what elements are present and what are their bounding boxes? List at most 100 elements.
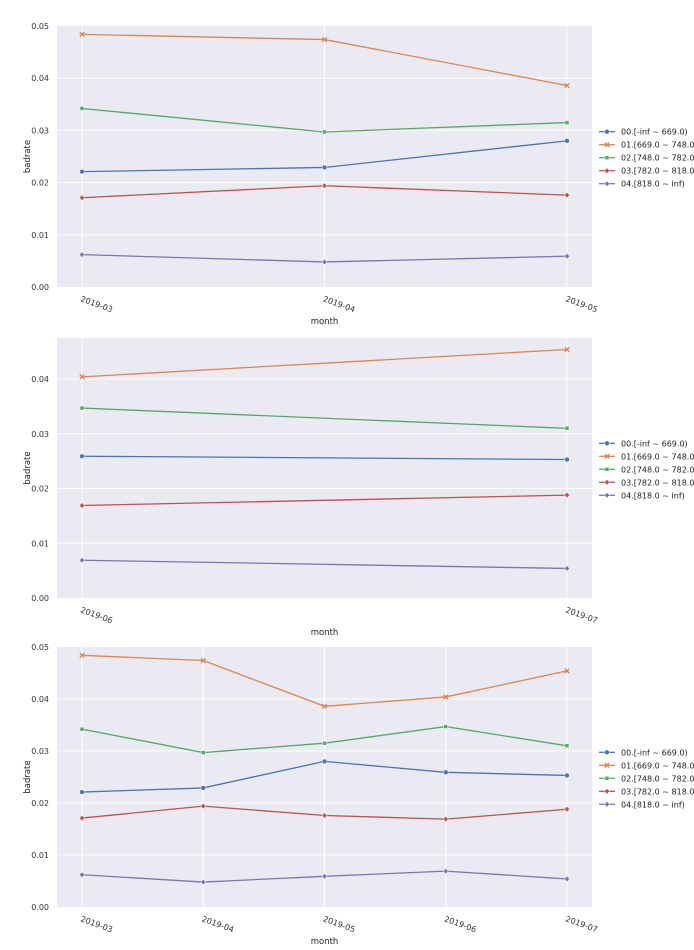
y-tick-label: 0.05: [31, 643, 49, 652]
data-point: [322, 740, 327, 746]
legend-marker: [604, 479, 610, 486]
series-2: [79, 31, 570, 89]
y-tick-label: 0.04: [31, 74, 49, 83]
y-tick-label: 0.00: [31, 283, 49, 292]
legend-label: 00.[-inf ~ 669.0): [621, 748, 688, 757]
legend: 00.[-inf ~ 669.0) 01.[669.0 ~ 748.0) 02.[7…: [599, 439, 694, 500]
series-3: [79, 405, 570, 431]
x-axis-label: month: [311, 317, 339, 327]
data-point: [564, 743, 570, 749]
data-point: [79, 726, 85, 732]
data-point: [79, 31, 85, 38]
legend-marker: [604, 440, 610, 446]
series-1: [79, 758, 570, 795]
data-point: [443, 769, 449, 775]
legend-label: 03.[782.0 ~ 818.0): [621, 787, 694, 796]
data-point: [564, 253, 570, 260]
series-line: [81, 559, 568, 570]
series-5: [79, 557, 570, 572]
data-point: [564, 565, 570, 572]
chart-panel-2: 0.00 0.01 0.02 0.03 0.04 2019-06 2019-07 month b…: [23, 338, 694, 638]
legend-marker: [604, 467, 610, 472]
data-point: [79, 871, 85, 878]
plot-area: [57, 338, 592, 598]
legend-marker: [604, 776, 610, 781]
data-point: [321, 182, 328, 189]
y-tick-label: 0.03: [31, 126, 49, 135]
x-tick-label: 2019-07: [564, 914, 598, 934]
series-2: [79, 346, 570, 380]
x-axis-label: month: [311, 628, 339, 638]
legend: 00.[-inf ~ 669.0) 01.[669.0 ~ 748.0) 02.[7…: [599, 128, 694, 189]
series-5: [79, 251, 570, 266]
data-point: [79, 374, 85, 380]
legend-label: 01.[669.0 ~ 748.0): [621, 761, 694, 770]
legend-marker: [604, 142, 610, 148]
x-axis-label: month: [311, 937, 339, 947]
x-tick-label: 2019-05: [564, 294, 598, 314]
data-point: [201, 750, 206, 755]
y-tick-label: 0.02: [31, 485, 49, 494]
y-tick-label: 0.00: [31, 903, 49, 912]
x-tick-label: 2019-04: [201, 914, 235, 934]
data-point: [564, 875, 570, 883]
data-point: [564, 491, 570, 499]
data-point: [443, 724, 448, 729]
data-point: [79, 194, 85, 201]
data-point: [564, 346, 570, 353]
data-point: [79, 789, 85, 795]
data-point: [564, 668, 570, 674]
data-point: [564, 426, 570, 431]
series-4: [79, 802, 570, 823]
y-axis-label: badrate: [23, 760, 33, 793]
y-tick-label: 0.00: [31, 594, 49, 603]
data-point: [564, 772, 570, 779]
chart-panel-1: 0.00 0.01 0.02 0.03 0.04 0.05 2019-03 2019-04 20…: [23, 22, 694, 327]
data-point: [321, 258, 328, 266]
y-tick-label: 0.04: [31, 375, 49, 384]
data-point: [79, 251, 85, 258]
legend: 00.[-inf ~ 669.0) 01.[669.0 ~ 748.0) 02.[7…: [599, 748, 694, 809]
legend-marker: [604, 801, 610, 808]
x-tick-label: 2019-07: [564, 605, 598, 625]
x-tick-label: 2019-04: [322, 294, 356, 314]
x-tick-label: 2019-06: [79, 605, 113, 625]
series-line: [81, 455, 568, 461]
data-point: [79, 453, 85, 459]
data-point: [442, 815, 449, 823]
data-point: [321, 703, 328, 709]
x-tick-label: 2019-03: [79, 294, 113, 314]
series-2: [79, 652, 570, 709]
data-point: [321, 164, 328, 171]
data-point: [564, 806, 570, 813]
series-3: [79, 724, 570, 755]
y-tick-label: 0.01: [31, 851, 49, 860]
data-point: [79, 557, 85, 564]
legend-label: 04.[818.0 ~ inf): [621, 180, 685, 189]
data-point: [564, 82, 570, 89]
data-point: [200, 785, 206, 791]
legend-label: 02.[748.0 ~ 782.0): [621, 774, 694, 783]
data-point: [322, 129, 327, 135]
series-line: [81, 348, 568, 378]
x-tick-label: 2019-06: [443, 914, 477, 934]
series-line: [81, 494, 568, 507]
chart-panel-3: 0.00 0.01 0.02 0.03 0.04 0.05 2019-03 2019-04 20…: [23, 643, 694, 947]
data-point: [321, 758, 328, 765]
data-point: [564, 120, 570, 125]
series-4: [79, 491, 570, 509]
data-point: [321, 873, 328, 880]
data-point: [564, 138, 570, 144]
legend-label: 03.[782.0 ~ 818.0): [621, 167, 694, 176]
data-point: [200, 878, 207, 886]
data-point: [321, 812, 328, 819]
y-axis-label: badrate: [23, 140, 33, 173]
data-point: [443, 694, 449, 700]
data-point: [200, 802, 207, 810]
y-tick-label: 0.03: [31, 747, 49, 756]
series-5: [79, 867, 570, 886]
series-1: [79, 138, 570, 175]
data-point: [79, 106, 85, 111]
legend-label: 01.[669.0 ~ 748.0): [621, 141, 694, 150]
